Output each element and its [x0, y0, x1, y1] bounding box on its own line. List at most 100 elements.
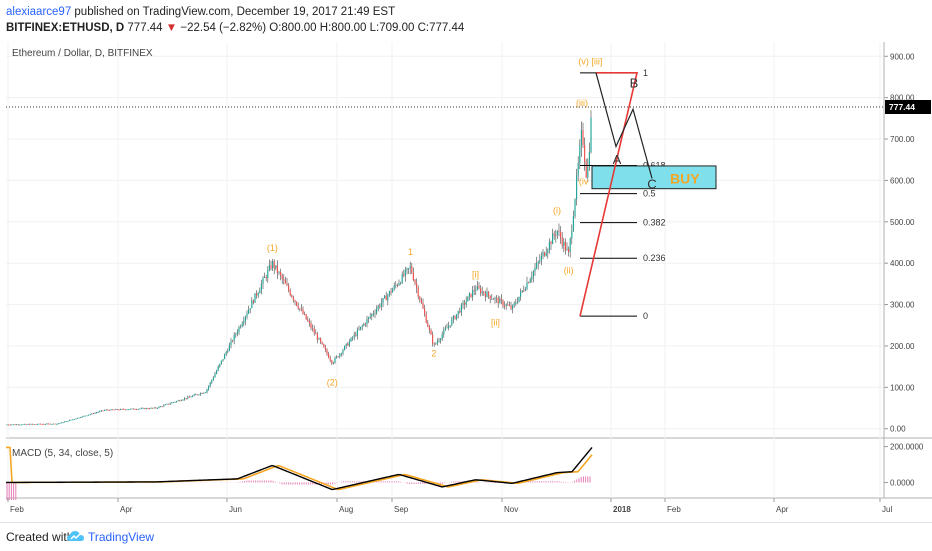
candle [473, 290, 475, 291]
candle [54, 423, 56, 425]
candle [84, 415, 86, 417]
candle [203, 392, 205, 394]
candle [160, 406, 162, 408]
candle [585, 161, 587, 178]
candle [529, 279, 531, 283]
candle [489, 295, 491, 299]
candle [32, 423, 34, 425]
candle [302, 309, 304, 314]
candle [398, 283, 400, 286]
candle [284, 280, 286, 284]
candle [104, 410, 106, 411]
candle [80, 417, 82, 419]
candle [380, 302, 382, 307]
candle [371, 314, 373, 317]
candle [113, 409, 115, 411]
candle [249, 308, 251, 310]
last-price: 777.44 [127, 22, 163, 34]
candle [72, 419, 74, 421]
x-tick-label: Jul [882, 505, 892, 514]
candle [116, 409, 118, 410]
forecast-triangle [579, 72, 639, 317]
candle [419, 296, 421, 301]
candle [164, 404, 166, 406]
candle [403, 273, 405, 276]
candle [177, 400, 179, 402]
candle [289, 290, 291, 296]
x-tick-label: Feb [667, 505, 681, 514]
candle [572, 216, 574, 231]
candle [340, 353, 342, 355]
down-arrow-icon: ▼ [165, 22, 178, 34]
candle [484, 293, 486, 297]
candle [64, 421, 66, 423]
wave-label: (1) [267, 243, 278, 253]
tradingview-cloud-icon[interactable] [66, 528, 86, 544]
candle [254, 293, 256, 303]
candle [488, 291, 490, 296]
candle [212, 377, 214, 380]
candle [292, 297, 294, 301]
symbol-line: BITFINEX:ETHUSD, D 777.44 ▼ −22.54 (−2.8… [6, 22, 464, 34]
y-tick-label: 300.00 [890, 301, 915, 310]
candle [432, 334, 434, 344]
candle [294, 300, 296, 302]
candle [155, 407, 157, 409]
main-pane [6, 42, 884, 437]
candle [515, 303, 517, 304]
tradingview-link[interactable]: TradingView [88, 530, 155, 544]
candle [569, 238, 571, 253]
candle [388, 291, 390, 296]
candle [27, 424, 29, 425]
candle [169, 403, 171, 405]
x-tick-label: 2018 [613, 505, 631, 514]
candle [324, 347, 326, 350]
candle [465, 301, 467, 305]
candle [414, 280, 416, 284]
candle [475, 289, 477, 291]
candle [379, 305, 381, 307]
candle [136, 409, 138, 411]
symbol-name: BITFINEX:ETHUSD, D [6, 22, 125, 34]
candle [552, 233, 554, 245]
candle [513, 303, 515, 306]
candle [300, 308, 302, 310]
candle [291, 295, 293, 298]
candle [372, 313, 374, 315]
candle [128, 409, 130, 411]
chart-area[interactable]: 0.00 100.00 200.00 300.00 400.00 500.00 600.00… [0, 40, 932, 522]
candle [68, 420, 70, 422]
candle [318, 338, 320, 340]
created-with-text: Created with [6, 530, 74, 544]
candle [102, 410, 104, 412]
author-link[interactable]: alexiaarce97 [6, 6, 72, 18]
candle [40, 423, 42, 425]
y-tick-label: 500.00 [890, 218, 915, 227]
candle [396, 284, 398, 286]
candle [163, 405, 165, 407]
candle [88, 414, 90, 416]
candle [497, 297, 499, 304]
candle [243, 320, 245, 324]
candle [500, 298, 502, 301]
chart-header: alexiaarce97 published on TradingView.co… [0, 0, 932, 40]
candle [152, 407, 154, 409]
candle [120, 409, 122, 410]
candle [510, 305, 512, 309]
chart-canvas[interactable]: 0.00 100.00 200.00 300.00 400.00 500.00 600.00… [0, 40, 932, 522]
candle [17, 424, 19, 426]
candle [35, 424, 37, 425]
candle [571, 230, 573, 239]
candle [560, 231, 562, 238]
candle [457, 310, 459, 315]
candle [126, 409, 128, 411]
candle [91, 413, 93, 415]
candle [6, 424, 8, 426]
candle [260, 283, 262, 291]
candle [262, 277, 264, 284]
abc-correction-line [595, 72, 653, 179]
candle [566, 248, 568, 251]
candle [190, 396, 192, 398]
candle [206, 389, 208, 393]
y-tick-label: 400.00 [890, 259, 915, 268]
